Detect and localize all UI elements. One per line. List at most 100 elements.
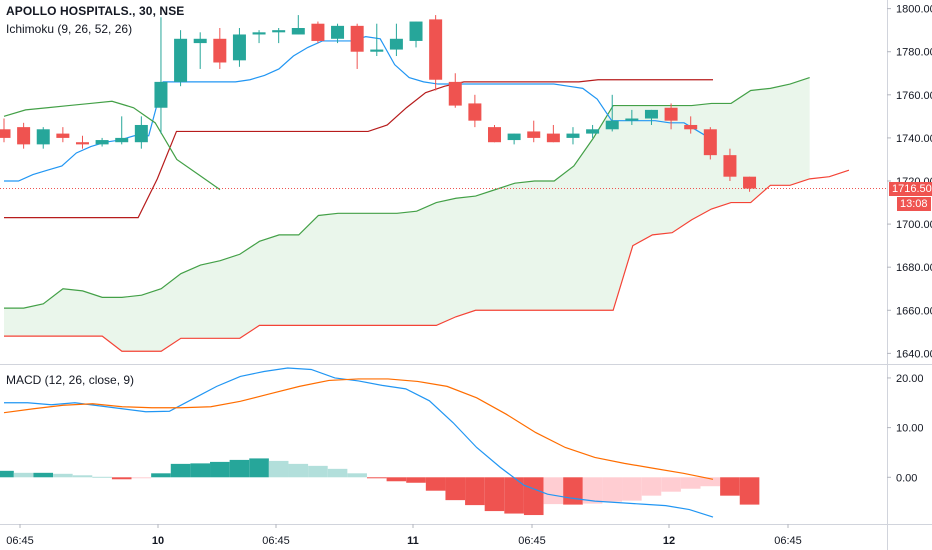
time-tick-label: 06:45 [774, 535, 802, 547]
candle-up[interactable] [586, 129, 600, 134]
macd-histogram-bar [445, 477, 466, 501]
macd-histogram-bar [72, 475, 93, 478]
candle-up[interactable] [95, 140, 109, 145]
candle-down[interactable] [488, 127, 501, 143]
leading-span-a-line [4, 77, 810, 309]
macd-histogram-bar [425, 477, 446, 491]
candle-up[interactable] [507, 133, 521, 141]
candle-down[interactable] [75, 142, 89, 145]
macd-histogram-bar [151, 473, 171, 478]
candle-up[interactable] [331, 25, 345, 39]
candle-up[interactable] [174, 38, 188, 82]
macd-histogram-bar [111, 477, 132, 480]
candle-down[interactable] [723, 155, 737, 177]
time-tick-label: 06:45 [518, 535, 546, 547]
price-tick-label: 1700.00 [896, 219, 932, 231]
candle-up[interactable] [625, 118, 639, 121]
indicator-legend[interactable]: Ichimoku (9, 26, 52, 26) [6, 22, 133, 36]
macd-histogram-bar [308, 465, 328, 478]
time-tick-label: 10 [152, 535, 164, 547]
macd-histogram-bar [406, 477, 426, 483]
price-tick-label: 1680.00 [896, 262, 932, 274]
macd-histogram-bar [680, 477, 701, 489]
macd-histogram-bar [386, 477, 407, 482]
macd-histogram-bar [563, 477, 583, 505]
macd-histogram-bar [268, 460, 289, 478]
candle-up[interactable] [193, 38, 207, 44]
price-tick-label: 1800.00 [896, 4, 932, 16]
macd-histogram-bar [484, 477, 505, 512]
base-line [4, 79, 713, 219]
macd-histogram-bar [523, 477, 544, 516]
candle-up[interactable] [272, 30, 286, 33]
candle-up[interactable] [644, 109, 658, 119]
macd-histogram-bar [131, 477, 152, 479]
macd-histogram-bar [602, 477, 623, 502]
candle-down[interactable] [350, 25, 364, 52]
macd-histogram-bar [622, 477, 642, 501]
macd-histogram-bar [720, 477, 740, 496]
candle-down[interactable] [468, 103, 482, 121]
candle-down[interactable] [527, 131, 541, 138]
last-price-tag: 1716.50 [889, 181, 932, 196]
candle-down[interactable] [429, 19, 443, 80]
price-tick-label: 1660.00 [896, 305, 932, 317]
candle-up[interactable] [409, 21, 423, 41]
candle-up[interactable] [389, 38, 403, 50]
candle-down[interactable] [17, 127, 31, 145]
macd-histogram-bar [366, 477, 387, 479]
candle-down[interactable] [448, 81, 462, 106]
lagging-span-line [3, 100, 221, 191]
macd-histogram-bar [641, 477, 662, 496]
macd-legend[interactable]: MACD (12, 26, close, 9) [6, 373, 135, 387]
macd-tick-label: 10.00 [896, 423, 924, 435]
candle-up[interactable] [252, 32, 266, 35]
price-tick-label: 1780.00 [896, 47, 932, 59]
candle-down[interactable] [213, 38, 227, 63]
candle-up[interactable] [566, 133, 580, 138]
candle-up[interactable] [232, 34, 246, 61]
candle-down[interactable] [0, 129, 11, 138]
candle-up[interactable] [36, 129, 50, 145]
time-tick-label: 06:45 [262, 535, 290, 547]
price-tick-label: 1740.00 [896, 133, 932, 145]
macd-histogram-bar [700, 477, 721, 487]
candle-up[interactable] [154, 81, 168, 108]
macd-histogram-bar [0, 470, 14, 478]
candle-down[interactable] [311, 23, 325, 41]
symbol-legend: APOLLO HOSPITALS., 30, NSE [6, 4, 184, 18]
macd-histogram-bar [327, 468, 348, 478]
macd-histogram-bar [347, 473, 367, 478]
candle-up[interactable] [605, 120, 619, 130]
macd-line [4, 367, 714, 518]
macd-histogram-bar [210, 461, 230, 478]
candle-down[interactable] [703, 129, 717, 156]
macd-histogram-bar [582, 477, 603, 504]
time-tick-label: 11 [407, 535, 419, 547]
candle-down[interactable] [546, 133, 560, 143]
macd-histogram-bar [92, 476, 112, 478]
candle-down[interactable] [743, 176, 757, 189]
candle-up[interactable] [134, 124, 148, 143]
price-tick-label: 1640.00 [896, 348, 932, 360]
candle-up[interactable] [370, 49, 384, 52]
macd-histogram-bar [53, 473, 73, 478]
macd-tick-label: 20.00 [896, 373, 924, 385]
symbol-title[interactable]: APOLLO HOSPITALS., 30, NSE [6, 4, 185, 18]
candle-up[interactable] [291, 28, 305, 35]
macd-histogram-bar [288, 463, 309, 478]
macd-histogram-bar [739, 477, 760, 505]
candle-up[interactable] [115, 137, 129, 143]
leading-span-b-line [4, 169, 850, 352]
macd-tick-label: 0.00 [896, 472, 917, 484]
candle-down[interactable] [684, 124, 698, 130]
macd-histogram-bar [190, 463, 210, 478]
macd-histogram-bar [661, 477, 681, 492]
candle-down[interactable] [664, 107, 678, 121]
signal-line [3, 378, 714, 480]
bar-countdown-tag: 13:08 [897, 196, 931, 211]
macd-histogram-bar [465, 477, 485, 506]
candle-down[interactable] [56, 133, 70, 138]
macd-histogram-bar [504, 477, 524, 514]
